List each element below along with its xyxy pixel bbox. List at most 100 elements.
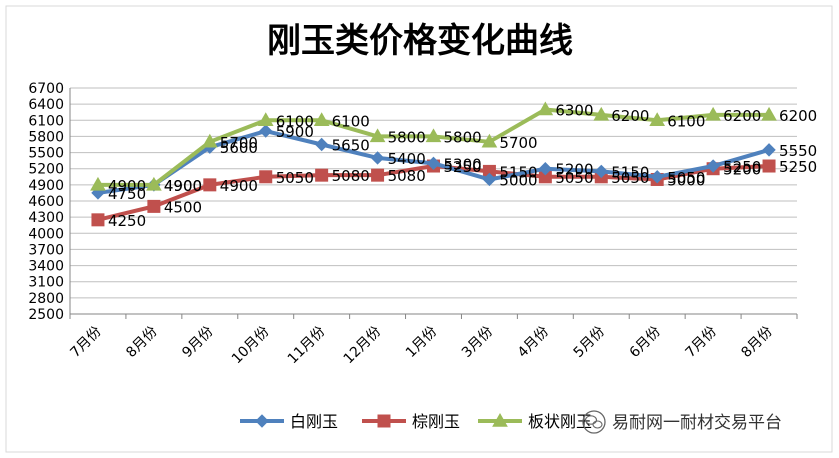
y-tick-label: 4900 — [28, 178, 64, 194]
data-point — [594, 164, 608, 179]
data-point — [706, 159, 720, 173]
data-label: 5150 — [611, 163, 649, 181]
y-tick-label: 5500 — [28, 146, 64, 162]
data-point — [257, 112, 274, 127]
data-point — [90, 176, 106, 191]
y-tick-label: 4000 — [28, 226, 64, 242]
series-layer — [90, 101, 777, 227]
data-point — [203, 178, 217, 192]
data-point — [147, 199, 161, 213]
data-point — [593, 106, 610, 121]
data-label: 6100 — [332, 112, 370, 130]
data-label: 5150 — [499, 163, 537, 181]
data-label: 5080 — [332, 167, 370, 185]
data-label: 5600 — [220, 139, 258, 157]
data-label: 5250 — [779, 158, 817, 176]
wechat-icon — [582, 410, 606, 434]
y-tick-label: 6100 — [28, 113, 64, 129]
legend-item: 板状刚玉 — [478, 412, 592, 431]
data-point — [426, 156, 441, 171]
data-label: 5050 — [276, 169, 314, 187]
legend-item: 白刚玉 — [240, 412, 338, 431]
data-point — [705, 106, 721, 121]
data-point — [369, 128, 386, 143]
data-label: 6200 — [779, 107, 817, 125]
data-label: 4250 — [108, 212, 146, 230]
y-tick-label: 6700 — [28, 81, 64, 97]
data-label: 5900 — [276, 123, 314, 141]
legend-label: 白刚玉 — [290, 412, 338, 431]
data-point — [313, 112, 330, 127]
data-label: 5200 — [723, 161, 761, 179]
y-tick-label: 5800 — [28, 129, 64, 145]
y-tick-label: 6400 — [28, 97, 64, 113]
data-label: 5250 — [444, 158, 482, 176]
data-label: 5050 — [555, 169, 593, 187]
legend-label: 棕刚玉 — [412, 412, 460, 431]
data-point — [314, 137, 329, 152]
data-point — [146, 176, 162, 191]
data-label: 5400 — [388, 150, 426, 168]
data-label: 5050 — [667, 169, 705, 187]
watermark-text: 易耐网一耐材交易平台 — [612, 413, 782, 433]
data-point — [201, 133, 218, 148]
data-label: 5200 — [555, 161, 593, 179]
y-tick-label: 2500 — [28, 307, 64, 323]
y-tick-label: 4300 — [28, 210, 64, 226]
data-label: 4750 — [108, 185, 146, 203]
data-point — [315, 168, 329, 182]
chart-title: 刚玉类价格变化曲线 — [267, 21, 573, 61]
y-tick-label: 3700 — [28, 242, 64, 258]
data-point — [650, 170, 664, 184]
data-label: 5080 — [388, 167, 426, 185]
data-label: 5800 — [444, 128, 482, 146]
data-label: 5800 — [388, 128, 426, 146]
data-point — [537, 101, 554, 116]
data-point — [482, 172, 497, 187]
data-point — [259, 170, 273, 184]
data-point — [370, 151, 385, 165]
y-tick-label: 3100 — [28, 275, 64, 291]
data-label: 6100 — [276, 112, 314, 130]
data-label: 4900 — [164, 177, 202, 195]
data-label: 5300 — [444, 155, 482, 173]
data-point — [255, 414, 269, 428]
data-label: 5700 — [499, 134, 537, 152]
data-point — [377, 414, 391, 428]
y-tick-label: 4600 — [28, 194, 64, 210]
data-label: 5550 — [779, 142, 817, 160]
data-point — [492, 412, 508, 427]
data-label: 6100 — [667, 112, 705, 130]
legend-label: 板状刚玉 — [528, 412, 592, 431]
data-label: 5050 — [611, 169, 649, 187]
data-point — [762, 143, 776, 157]
legend: 白刚玉 棕刚玉 板状刚玉 — [240, 412, 592, 431]
data-label: 4500 — [164, 198, 202, 216]
data-label: 5650 — [332, 137, 370, 155]
data-label: 5700 — [220, 134, 258, 152]
y-tick-label: 2800 — [28, 291, 64, 307]
data-label: 6300 — [555, 102, 593, 120]
data-label: 4900 — [220, 177, 258, 195]
data-point — [425, 128, 442, 143]
data-label: 4900 — [108, 177, 146, 195]
data-point — [762, 159, 776, 173]
watermark: 易耐网一耐材交易平台 — [582, 410, 782, 434]
data-label: 5000 — [667, 171, 705, 189]
chart-border — [5, 5, 833, 453]
series-triangle — [90, 101, 777, 191]
data-label: 4900 — [164, 177, 202, 195]
data-point — [259, 124, 273, 138]
legend-item: 棕刚玉 — [362, 412, 460, 431]
data-label: 6200 — [723, 107, 761, 125]
y-tick-label: 5200 — [28, 162, 64, 178]
data-label: 5000 — [499, 171, 537, 189]
data-point — [371, 168, 385, 182]
data-label: 6200 — [611, 107, 649, 125]
data-point — [761, 106, 777, 121]
data-point — [649, 112, 666, 127]
y-tick-label: 3400 — [28, 259, 64, 275]
data-label: 5250 — [723, 158, 761, 176]
